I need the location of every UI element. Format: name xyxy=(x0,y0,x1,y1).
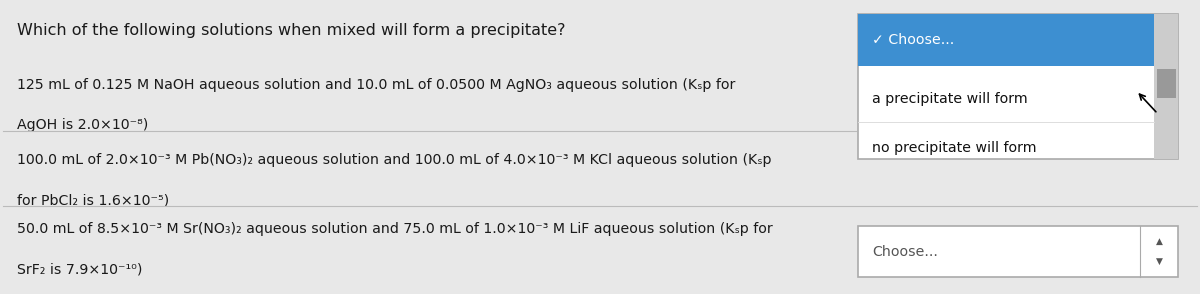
Text: ▲: ▲ xyxy=(1156,237,1163,246)
Text: 125 mL of 0.125 M NaOH aqueous solution and 10.0 mL of 0.0500 M AgNO₃ aqueous so: 125 mL of 0.125 M NaOH aqueous solution … xyxy=(17,78,736,92)
Text: ▼: ▼ xyxy=(1156,257,1163,266)
FancyBboxPatch shape xyxy=(1154,14,1178,158)
Text: Which of the following solutions when mixed will form a precipitate?: Which of the following solutions when mi… xyxy=(17,23,565,38)
Text: no precipitate will form: no precipitate will form xyxy=(872,141,1037,156)
FancyBboxPatch shape xyxy=(858,14,1178,66)
Text: 50.0 mL of 8.5×10⁻³ M Sr(NO₃)₂ aqueous solution and 75.0 mL of 1.0×10⁻³ M LiF aq: 50.0 mL of 8.5×10⁻³ M Sr(NO₃)₂ aqueous s… xyxy=(17,222,773,236)
Text: for PbCl₂ is 1.6×10⁻⁵): for PbCl₂ is 1.6×10⁻⁵) xyxy=(17,193,169,207)
Text: SrF₂ is 7.9×10⁻¹⁰): SrF₂ is 7.9×10⁻¹⁰) xyxy=(17,262,143,276)
Text: Choose...: Choose... xyxy=(872,245,938,258)
Text: a precipitate will form: a precipitate will form xyxy=(872,92,1028,106)
Text: AgOH is 2.0×10⁻⁸): AgOH is 2.0×10⁻⁸) xyxy=(17,118,149,132)
Text: 100.0 mL of 2.0×10⁻³ M Pb(NO₃)₂ aqueous solution and 100.0 mL of 4.0×10⁻³ M KCl : 100.0 mL of 2.0×10⁻³ M Pb(NO₃)₂ aqueous … xyxy=(17,153,772,167)
FancyBboxPatch shape xyxy=(858,14,1178,158)
FancyBboxPatch shape xyxy=(858,226,1178,277)
Text: ✓ Choose...: ✓ Choose... xyxy=(872,33,954,47)
FancyBboxPatch shape xyxy=(1157,69,1176,98)
